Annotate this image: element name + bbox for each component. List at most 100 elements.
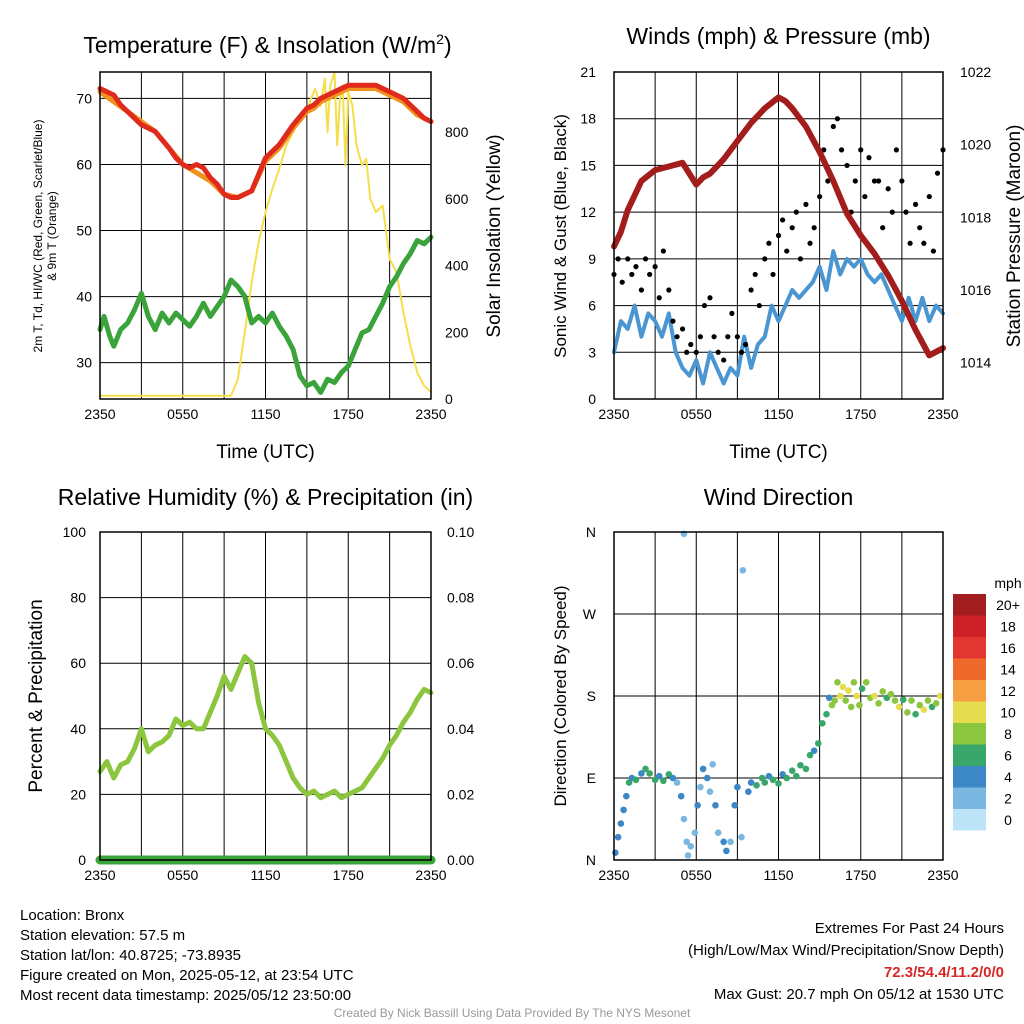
humidity-y-tick: 60 (70, 655, 86, 671)
legend-swatch (953, 766, 986, 788)
winds-gust-point (862, 193, 868, 200)
direction-point (875, 699, 882, 707)
winds-gust-point (789, 225, 795, 231)
winds-gust-point (629, 271, 635, 278)
winds-gust-point (885, 186, 891, 192)
humidity-y2-tick: 0.02 (447, 786, 474, 802)
winds-y-tick: 3 (588, 344, 596, 360)
direction-point (714, 829, 722, 836)
winds-gust-point (803, 201, 809, 207)
winds-x-label: Time (UTC) (729, 442, 828, 463)
temperature-y2-tick: 600 (445, 191, 469, 207)
winds-gust-point (679, 326, 686, 332)
winds-gust-point (652, 264, 658, 270)
winds-gust-point (825, 178, 831, 184)
direction-point (936, 692, 944, 700)
winds-y2-tick: 1016 (960, 282, 991, 298)
humidity-title: Relative Humidity (%) & Precipitation (i… (58, 484, 473, 510)
winds-x-tick: 1750 (845, 406, 876, 422)
temperature-title: Temperature (F) & Insolation (W/m2) (83, 31, 451, 58)
winds-gust-point (647, 271, 653, 278)
temperature-border (99, 71, 432, 400)
winds-panel: 0 3 6 9 12 15 18 21 1014 1016 1018 1020 1022 2350 0550… (551, 23, 1024, 463)
direction-point (775, 780, 782, 787)
winds-gust-point (934, 170, 941, 176)
direction-point (916, 701, 923, 709)
direction-point (853, 692, 860, 700)
direction-point (614, 833, 622, 841)
direction-y-tick: S (587, 688, 596, 704)
direction-point (891, 697, 899, 704)
direction-point (856, 701, 863, 709)
winds-gust-point (893, 147, 899, 153)
temperature-temp-line (97, 82, 434, 200)
winds-gust-point (625, 256, 631, 262)
winds-gust-point (852, 178, 858, 184)
winds-gust-point (725, 334, 731, 340)
winds-gust-point (780, 217, 786, 223)
winds-gust-point (912, 201, 919, 207)
direction-point (912, 710, 919, 718)
winds-y-label: Sonic Wind & Gust (Blue, Black) (551, 114, 570, 358)
temperature-y-tick: 70 (76, 90, 92, 106)
direction-point (712, 802, 719, 809)
winds-x-tick: 1150 (763, 406, 793, 422)
direction-y-tick: N (586, 852, 596, 868)
winds-gust-point (807, 240, 813, 246)
direction-point (845, 687, 852, 694)
winds-gust-point (766, 240, 772, 246)
winds-gust-point (811, 225, 817, 231)
direction-point (842, 697, 849, 704)
winds-title: Winds (mph) & Pressure (mb) (626, 23, 930, 49)
direction-point (932, 699, 940, 707)
direction-point (691, 829, 699, 836)
legend-label: 18 (1000, 619, 1016, 635)
winds-gust-point (688, 341, 694, 348)
winds-gust-point (721, 357, 727, 363)
temperature-solar-line (99, 71, 432, 397)
winds-border (613, 71, 944, 400)
direction-y-label: Direction (Colored By Speed) (551, 585, 570, 806)
direction-point (823, 710, 830, 718)
direction-point (788, 767, 796, 775)
direction-x-tick: 2350 (927, 867, 958, 883)
temperature-x-tick: 0550 (167, 406, 198, 422)
winds-y2-label: Station Pressure (Maroon) (1004, 125, 1024, 348)
winds-gust-point (770, 271, 776, 278)
direction-point (723, 847, 730, 855)
winds-y-tick: 9 (588, 251, 596, 267)
direction-point (747, 779, 755, 786)
direction-point (862, 679, 870, 686)
recent-timestamp: Most recent data timestamp: 2025/05/12 2… (20, 987, 352, 1004)
direction-point (850, 679, 858, 686)
winds-gust-point (633, 264, 639, 270)
temperature-y2-tick: 400 (445, 258, 469, 274)
direction-point (720, 838, 727, 846)
winds-gust-point (711, 334, 717, 340)
humidity-y-tick: 80 (70, 590, 86, 606)
direction-point (684, 852, 692, 859)
direction-point (669, 774, 677, 782)
winds-gust-point (793, 209, 799, 215)
winds-gust-point (743, 341, 749, 348)
direction-border (613, 531, 944, 861)
direction-point (638, 770, 645, 777)
direction-point (623, 792, 630, 800)
humidity-y-tick: 40 (70, 721, 86, 737)
winds-gust-point (926, 193, 932, 200)
extremes-subheading: (High/Low/Max Wind/Precipitation/Snow De… (688, 942, 1004, 959)
direction-point (642, 765, 649, 773)
temperature-y-tick: 30 (76, 355, 92, 371)
winds-gust-point (880, 225, 886, 231)
legend-label: 8 (1004, 726, 1012, 742)
temperature-y-tick: 50 (76, 223, 92, 239)
humidity-y-tick: 100 (63, 524, 87, 540)
direction-point (871, 692, 878, 700)
direction-point (847, 703, 855, 711)
temperature-x-tick: 2350 (84, 406, 115, 422)
winds-y-tick: 0 (588, 391, 596, 407)
humidity-x-tick: 2350 (84, 867, 115, 883)
legend-swatch (953, 658, 986, 680)
direction-y-tick: W (583, 606, 597, 622)
winds-x-tick: 2350 (598, 406, 629, 422)
